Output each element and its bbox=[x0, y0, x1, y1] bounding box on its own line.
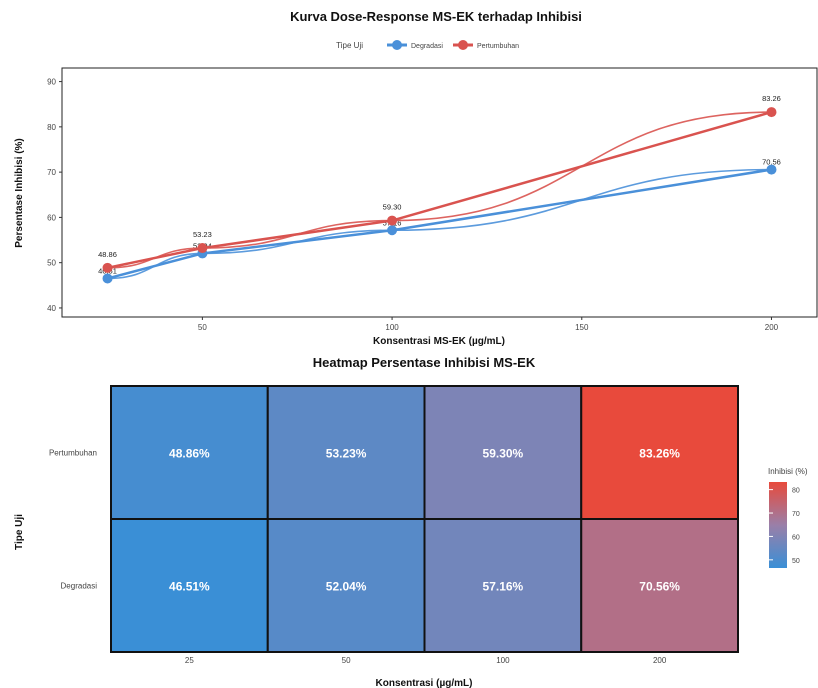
heatmap-cell bbox=[110, 518, 269, 653]
heatmap-chart: Heatmap Persentase Inhibisi MS-EK 48.86%… bbox=[14, 355, 808, 688]
line-chart-title: Kurva Dose-Response MS-EK terhadap Inhib… bbox=[290, 9, 582, 24]
line-y-tick-label: 50 bbox=[47, 259, 56, 268]
data-point-degradasi bbox=[102, 273, 113, 284]
line-axes: 50 100 150 200 40 50 60 70 80 90 bbox=[47, 78, 779, 332]
line-legend-title: Tipe Uji bbox=[336, 41, 363, 50]
line-y-tick-label: 80 bbox=[47, 123, 56, 132]
legend-label-degradasi: Degradasi bbox=[411, 43, 443, 50]
colorbar-tick-label: 60 bbox=[792, 534, 800, 541]
series-line-degradasi bbox=[107, 168, 772, 280]
data-point-pertumbuhan bbox=[387, 215, 398, 226]
heatmap-x-tick-label: 100 bbox=[496, 656, 510, 665]
heatmap-x-axis-title: Konsentrasi (µg/mL) bbox=[376, 678, 473, 688]
heatmap-y-tick-label: Degradasi bbox=[61, 582, 98, 591]
heatmap-y-tick-label: Pertumbuhan bbox=[49, 449, 97, 458]
line-y-tick-label: 40 bbox=[47, 304, 56, 313]
heatmap-cell-label: 53.23% bbox=[326, 447, 367, 461]
heatmap-cell-label: 46.51% bbox=[169, 580, 210, 594]
heatmap-cell-label: 48.86% bbox=[169, 447, 210, 461]
data-label-pertumbuhan: 59.30 bbox=[383, 203, 402, 212]
smooth-line-pertumbuhan bbox=[107, 111, 772, 269]
legend-label-pertumbuhan: Pertumbuhan bbox=[477, 43, 519, 50]
line-y-tick-label: 90 bbox=[47, 78, 56, 87]
heatmap-cell-label: 59.30% bbox=[483, 447, 524, 461]
data-label-degradasi: 70.56 bbox=[762, 158, 781, 167]
line-x-tick-label: 150 bbox=[575, 323, 589, 332]
line-y-axis-title: Persentase Inhibisi (%) bbox=[14, 138, 25, 247]
heatmap-title: Heatmap Persentase Inhibisi MS-EK bbox=[313, 355, 536, 370]
heatmap-y-axis-title: Tipe Uji bbox=[14, 514, 25, 550]
colorbar-tick-label: 50 bbox=[792, 558, 800, 565]
data-label-pertumbuhan: 48.86 bbox=[98, 250, 117, 259]
data-label-pertumbuhan: 53.23 bbox=[193, 230, 212, 239]
heatmap-cell bbox=[580, 518, 739, 653]
data-point-pertumbuhan bbox=[766, 107, 777, 118]
line-x-tick-label: 100 bbox=[385, 323, 399, 332]
data-point-pertumbuhan bbox=[102, 262, 113, 273]
data-point-degradasi bbox=[387, 225, 398, 236]
heatmap-colorbar: Inhibisi (%) 50 60 70 80 bbox=[768, 467, 808, 568]
legend-marker-degradasi bbox=[392, 40, 402, 50]
colorbar-tick-label: 80 bbox=[792, 488, 800, 495]
line-plot-panel bbox=[61, 67, 818, 318]
line-x-tick-label: 50 bbox=[198, 323, 207, 332]
colorbar-gradient bbox=[769, 482, 787, 568]
legend-marker-pertumbuhan bbox=[458, 40, 468, 50]
line-y-tick-label: 60 bbox=[47, 213, 56, 222]
line-legend: Tipe Uji Degradasi Pertumbuhan bbox=[336, 40, 519, 50]
heatmap-cell bbox=[110, 385, 269, 520]
heatmap-cell bbox=[423, 385, 583, 520]
line-y-tick-label: 70 bbox=[47, 168, 56, 177]
line-x-axis-title: Konsentrasi MS-EK (µg/mL) bbox=[373, 336, 505, 347]
heatmap-cell bbox=[266, 518, 426, 653]
line-x-tick-label: 200 bbox=[765, 323, 779, 332]
colorbar-tick-label: 70 bbox=[792, 511, 800, 518]
heatmap-cell bbox=[423, 518, 583, 653]
data-point-pertumbuhan bbox=[197, 243, 208, 254]
colorbar-title: Inhibisi (%) bbox=[768, 467, 808, 476]
heatmap-x-tick-label: 200 bbox=[653, 656, 667, 665]
series-line-pertumbuhan bbox=[107, 110, 772, 270]
heatmap-cell-label: 70.56% bbox=[639, 580, 680, 594]
heatmap-cell-label: 83.26% bbox=[639, 447, 680, 461]
data-label-pertumbuhan: 83.26 bbox=[762, 94, 781, 103]
heatmap-cell-label: 57.16% bbox=[483, 580, 524, 594]
line-chart: Kurva Dose-Response MS-EK terhadap Inhib… bbox=[14, 9, 818, 347]
heatmap-x-tick-label: 25 bbox=[185, 656, 194, 665]
smooth-line-degradasi bbox=[107, 168, 772, 280]
heatmap-axes: 25 50 100 200 Pertumbuhan Degradasi bbox=[49, 449, 667, 666]
heatmap-x-tick-label: 50 bbox=[342, 656, 351, 665]
heatmap-cells: 48.86% 53.23% 59.30% 83.26% 46.51% 52.04% 57.1… bbox=[110, 385, 739, 653]
heatmap-cell bbox=[580, 385, 739, 520]
data-point-degradasi bbox=[766, 164, 777, 175]
heatmap-cell-label: 52.04% bbox=[326, 580, 367, 594]
colorbar-ticks: 50 60 70 80 bbox=[769, 488, 800, 565]
